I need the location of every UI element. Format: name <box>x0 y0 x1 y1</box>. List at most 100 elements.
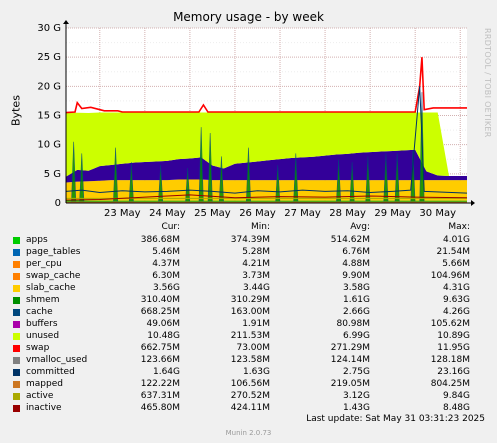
munin-version: Munin 2.0.73 <box>225 429 272 437</box>
legend-series-name: apps <box>26 235 48 245</box>
legend-row-active: active 637.31M 270.52M 3.12G 9.84G <box>0 391 497 403</box>
legend-min-value: 123.58M <box>230 355 270 365</box>
y-axis-arrow <box>63 20 69 24</box>
legend-max-value: 8.48G <box>442 403 470 413</box>
legend-cur-value: 668.25M <box>140 307 180 317</box>
legend-series-name: buffers <box>26 319 58 329</box>
legend-max-value: 5.66M <box>442 259 470 269</box>
line-committed <box>65 86 468 194</box>
legend-avg-value: 514.62M <box>330 235 370 245</box>
legend-min-value: 3.73M <box>242 271 270 281</box>
legend-max-value: 21.54M <box>436 247 470 257</box>
stacked-areas <box>66 112 467 203</box>
legend-cur-value: 386.68M <box>140 235 180 245</box>
legend-swatch <box>13 333 20 340</box>
x-tick-label: 23 May <box>104 208 141 219</box>
legend-row-swap: swap 662.75M 73.00M 271.29M 11.95G <box>0 343 497 355</box>
legend-series-name: inactive <box>26 403 62 413</box>
x-axis-arrow <box>471 200 475 206</box>
legend-min-value: 163.00M <box>230 307 270 317</box>
legend-min-value: 310.29M <box>230 295 270 305</box>
y-tick-label: 10 G <box>37 140 61 151</box>
rrdtool-watermark: RRDTOOL / TOBI OETIKER <box>483 28 492 138</box>
legend-avg-value: 1.43G <box>342 403 370 413</box>
line-inactive <box>65 194 468 201</box>
legend-max-value: 23.16G <box>437 367 470 377</box>
legend-max-value: 128.18M <box>430 355 470 365</box>
y-tick-label: 30 G <box>37 23 61 34</box>
y-tick-label: 25 G <box>37 52 61 63</box>
line-swap <box>65 57 467 114</box>
legend-swatch <box>13 405 20 412</box>
legend-min-value: 1.91M <box>242 319 270 329</box>
legend-cur-value: 123.66M <box>140 355 180 365</box>
legend-min-value: 5.28M <box>242 247 270 257</box>
legend-row-unused: unused 10.48G 211.53M 6.99G 10.89G <box>0 331 497 343</box>
legend-row-swap-cache: swap_cache 6.30M 3.73M 9.90M 104.96M <box>0 271 497 283</box>
legend-min-value: 211.53M <box>230 331 270 341</box>
legend-cur-value: 310.40M <box>140 295 180 305</box>
legend-cur-value: 6.30M <box>152 271 180 281</box>
legend-min-value: 4.21M <box>242 259 270 269</box>
y-axis-label: Bytes <box>9 95 23 126</box>
y-tick-label: 20 G <box>37 81 61 92</box>
legend-avg-value: 4.88M <box>342 259 370 269</box>
legend-swatch <box>13 393 20 400</box>
legend-row-cache: cache 668.25M 163.00M 2.66G 4.26G <box>0 307 497 319</box>
axes: 0 5 G 10 G 15 G 20 G 25 G 30 G 23 May 24 May 25 M… <box>37 20 475 219</box>
legend-min-value: 106.56M <box>230 379 270 389</box>
legend-cur-value: 662.75M <box>140 343 180 353</box>
legend-row-inactive: inactive 465.80M 424.11M 1.43G 8.48G <box>0 403 497 415</box>
legend-avg-value: 1.61G <box>342 295 370 305</box>
legend-max-value: 11.95G <box>437 343 470 353</box>
legend-row-buffers: buffers 49.06M 1.91M 80.98M 105.62M <box>0 319 497 331</box>
x-tick-label: 24 May <box>149 208 186 219</box>
legend-swatch <box>13 357 20 364</box>
legend-header-min: Min: <box>250 222 270 232</box>
legend-max-value: 10.89G <box>437 331 470 341</box>
x-tick-label: 29 May <box>374 208 411 219</box>
x-tick-label: 30 May <box>419 208 456 219</box>
legend-avg-value: 3.12G <box>342 391 370 401</box>
legend-cur-value: 1.64G <box>152 367 180 377</box>
legend-swatch <box>13 273 20 280</box>
legend-header-avg: Avg: <box>350 222 370 232</box>
legend-series-name: active <box>26 391 54 401</box>
legend-min-value: 424.11M <box>230 403 270 413</box>
legend-max-value: 9.84G <box>442 391 470 401</box>
legend-row-slab-cache: slab_cache 3.56G 3.44G 3.58G 4.31G <box>0 283 497 295</box>
legend-swatch <box>13 321 20 328</box>
legend-series-name: slab_cache <box>26 283 76 293</box>
legend-series-name: mapped <box>26 379 63 389</box>
legend-cur-value: 10.48G <box>147 331 180 341</box>
legend-series-name: vmalloc_used <box>26 355 88 365</box>
legend-avg-value: 3.58G <box>342 283 370 293</box>
legend-max-value: 4.31G <box>442 283 470 293</box>
legend-min-value: 270.52M <box>230 391 270 401</box>
legend-swatch <box>13 369 20 376</box>
x-tick-label: 28 May <box>329 208 366 219</box>
legend-row-per-cpu: per_cpu 4.37M 4.21M 4.88M 5.66M <box>0 259 497 271</box>
legend-swatch <box>13 261 20 268</box>
legend-series-name: committed <box>26 367 75 377</box>
legend-cur-value: 49.06M <box>146 319 180 329</box>
legend-cur-value: 4.37M <box>152 259 180 269</box>
x-tick-label: 26 May <box>239 208 276 219</box>
area-unused <box>66 112 467 177</box>
legend-header-max: Max: <box>448 222 470 232</box>
legend-max-value: 804.25M <box>430 379 470 389</box>
legend-series-name: page_tables <box>26 247 81 257</box>
legend-avg-value: 124.14M <box>330 355 370 365</box>
legend-min-value: 3.44G <box>242 283 270 293</box>
legend-min-value: 374.39M <box>230 235 270 245</box>
legend-swatch <box>13 309 20 316</box>
legend-avg-value: 6.99G <box>342 331 370 341</box>
legend-row-committed: committed 1.64G 1.63G 2.75G 23.16G <box>0 367 497 379</box>
legend-row-shmem: shmem 310.40M 310.29M 1.61G 9.63G <box>0 295 497 307</box>
legend-max-value: 4.01G <box>442 235 470 245</box>
legend-header-cur: Cur: <box>161 222 180 232</box>
y-tick-label: 0 <box>55 198 61 209</box>
legend-avg-value: 2.75G <box>342 367 370 377</box>
legend-max-value: 105.62M <box>430 319 470 329</box>
